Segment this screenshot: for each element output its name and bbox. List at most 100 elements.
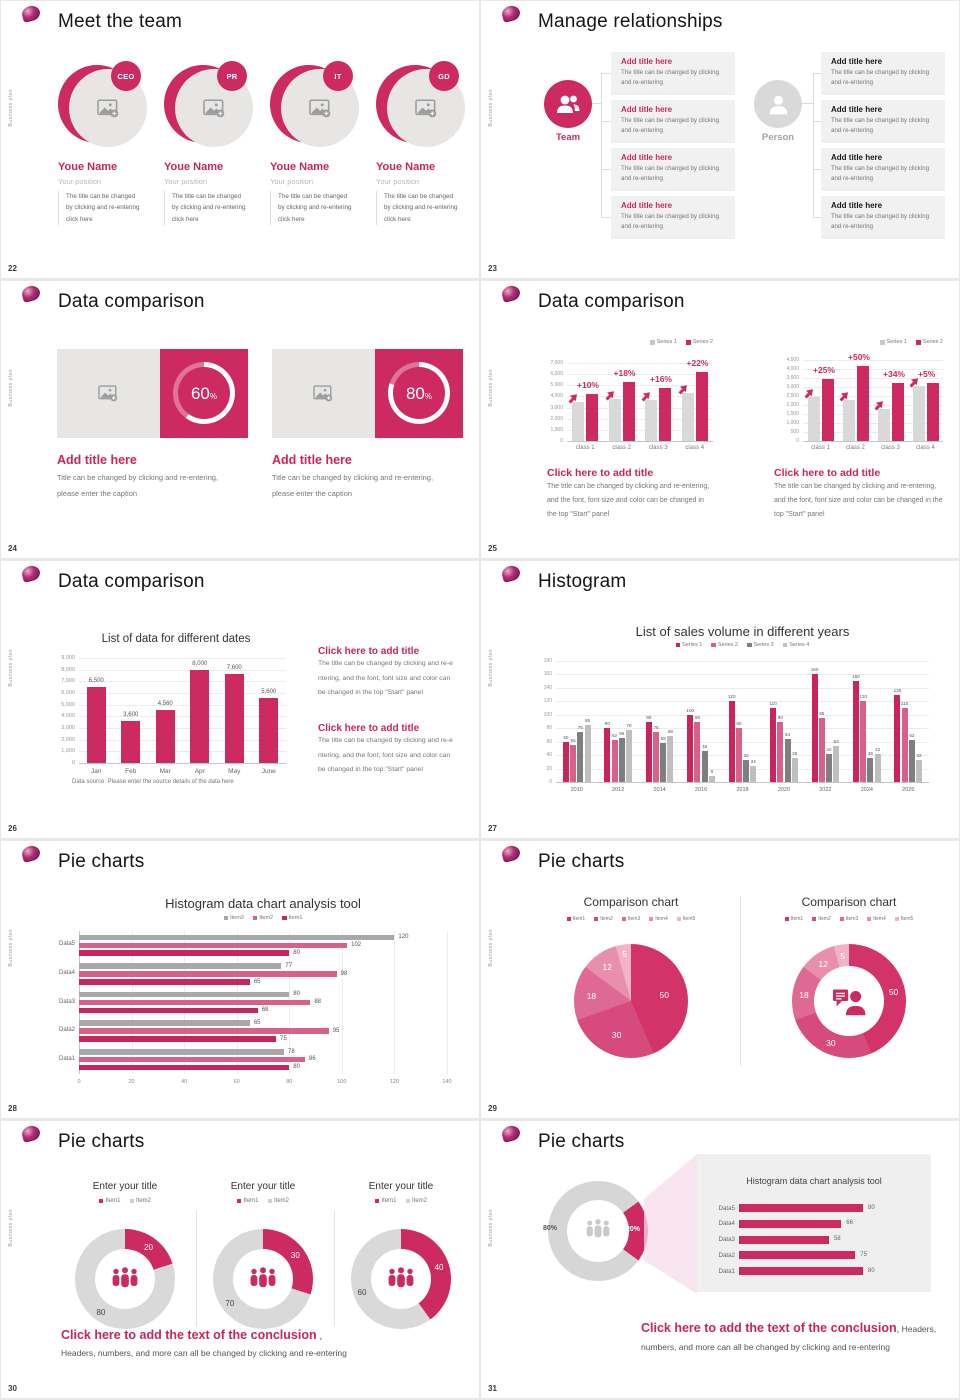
legend-label: Item5 (682, 916, 696, 922)
slide-27[interactable]: Business plan Histogram List of sales vo… (481, 561, 959, 838)
gridline (803, 369, 943, 370)
gridline (79, 716, 286, 718)
y-tick-label: 2,500 (786, 393, 799, 399)
y-tick-label: 60 (546, 738, 552, 745)
chart-title: List of sales volume in different years (635, 624, 850, 639)
slide-31[interactable]: Business plan Pie charts 80% 20% Histogram… (481, 1121, 959, 1398)
legend-item: Item3 (223, 915, 244, 921)
legend-item: Series 2 (685, 339, 713, 345)
slide-24[interactable]: Business plan Data comparison 60% Add tit… (1, 281, 479, 558)
legend-label: Item1 (243, 1198, 259, 1204)
bar-series1 (808, 396, 820, 441)
bar-series2 (659, 388, 671, 441)
bar-value-label: 80 (736, 721, 742, 727)
relation-item-title: Add title here (831, 153, 883, 162)
panel-title: Histogram data chart analysis tool (746, 1176, 882, 1186)
y-tick-label: 1,000 (61, 748, 75, 755)
panel-category-label: Data3 (718, 1236, 735, 1244)
member-description: The title can be changed by clicking and … (376, 191, 472, 226)
bar-item3 (79, 991, 290, 998)
legend-label: Item1 (288, 915, 303, 921)
conclusion: Click here to add the text of the conclu… (641, 1319, 936, 1337)
legend-swatch (879, 339, 885, 345)
panel-category-label: Data5 (718, 1204, 735, 1212)
slice-value-label: 60 (357, 1287, 367, 1297)
bar-item3 (79, 1049, 285, 1055)
legend-item: Item5 (894, 916, 914, 922)
legend-item: Item1 (98, 1198, 121, 1204)
slide-28[interactable]: Business plan Pie charts Histogram data … (1, 841, 479, 1118)
panel-category-label: Data1 (718, 1267, 735, 1275)
slide-content: Series 1 Series 2 0 1,000 2,000 3,000 4,000 5,0… (481, 281, 959, 558)
y-tick-label: 6,000 (550, 371, 563, 378)
slice-value-label: 20% (626, 1226, 641, 1233)
slide-30[interactable]: Business plan Pie charts Enter your titl… (1, 1121, 479, 1398)
y-tick-label: 0 (560, 438, 563, 444)
bar-series2 (892, 383, 904, 441)
slice-value-label: 20 (144, 1242, 153, 1252)
divider (334, 1211, 335, 1326)
x-tick-label: June (261, 768, 276, 775)
x-tick-label: 2024 (860, 787, 873, 793)
gridline (567, 429, 713, 431)
slide-23[interactable]: Business plan Manage relationships Team A… (481, 1, 959, 278)
bar-value-label: 88 (314, 999, 321, 1006)
legend-label: Item1 (105, 1198, 121, 1204)
gridline (567, 407, 713, 409)
slide-title: Data comparison (58, 291, 205, 312)
member-position: Your position (270, 177, 314, 186)
bar-series3 (660, 743, 667, 782)
slide-content: Comparison chart Item1 Item2 Item3 Item4 Item… (481, 841, 959, 1118)
bar-series1 (645, 721, 652, 782)
relation-item-body: The title can be changed by clicking and… (621, 165, 720, 182)
bar-series4 (584, 724, 591, 782)
slide-29[interactable]: Business plan Pie charts Comparison char… (481, 841, 959, 1118)
panel-bar (739, 1251, 856, 1260)
bar-series3 (577, 731, 584, 782)
x-tick-label: class 2 (612, 445, 632, 451)
people-group-icon (109, 1266, 141, 1291)
legend-item: Series 2 (915, 339, 943, 345)
bar-value-label: 68 (667, 729, 673, 735)
slide-22[interactable]: Business plan Meet the team CEO Youe Name… (1, 1, 479, 278)
relation-item-box: Add title here The title can be changed b… (611, 196, 735, 239)
y-tick-label: 3,000 (550, 404, 563, 411)
slide-number: 28 (8, 1104, 17, 1113)
x-tick-label: class 2 (846, 445, 865, 451)
chart-legend: Item1 Item2 Item3 Item4 Item5 (739, 916, 959, 922)
gridline (79, 728, 286, 729)
team-icon (555, 91, 581, 117)
relation-item-box: Add title here The title can be changed b… (821, 196, 945, 239)
team-member-card: PR Youe Name Your position The title can be… (164, 61, 264, 231)
connector-line (601, 73, 611, 74)
chart-title: List of data for different dates (101, 633, 251, 645)
y-tick-label: 9,000 (61, 655, 75, 661)
gridline (556, 661, 929, 662)
member-description: The title can be changed by clicking and … (164, 191, 260, 226)
description-line: click here (66, 215, 93, 223)
panel-bar (739, 1204, 863, 1212)
gridline (79, 751, 286, 753)
legend-swatch (649, 339, 655, 345)
bar-value-label: 60 (563, 734, 569, 740)
bar (224, 674, 244, 763)
bar-value-label: 66 (619, 730, 625, 736)
legend-label: Item3 (845, 916, 859, 922)
slide-26[interactable]: Business plan Data comparison List of da… (1, 561, 479, 838)
caption-line: and the font, font size and color can be… (774, 497, 943, 504)
member-description: The title can be changed by clicking and … (270, 191, 366, 226)
legend-label: Item4 (873, 916, 886, 922)
bar-value-label: 55 (570, 738, 576, 744)
annotation-label: +16% (650, 374, 672, 385)
analysis-panel: Histogram data chart analysis tool Data5 8… (697, 1154, 931, 1292)
donut-chart (792, 944, 906, 1058)
y-category-label: Data3 (58, 998, 75, 1005)
person-icon (766, 92, 791, 117)
slide-25[interactable]: Business plan Data comparison Series 1 Se… (481, 281, 959, 558)
bar-series3 (784, 738, 791, 782)
legend-swatch (747, 642, 752, 648)
legend-label: Item5 (900, 916, 914, 922)
y-category-label: Data2 (58, 1027, 75, 1034)
slide-content: Histogram data chart analysis tool Item3 I… (1, 841, 479, 1118)
member-name: Youe Name (376, 161, 436, 173)
